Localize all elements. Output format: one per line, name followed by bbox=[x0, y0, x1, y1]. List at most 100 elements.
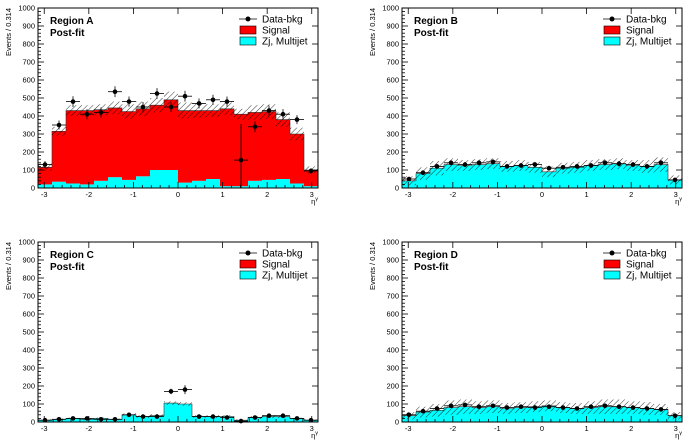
region-b-data-point bbox=[532, 162, 538, 167]
region-c-y-axis-title: Events / 0.314 bbox=[4, 242, 13, 290]
region-b-y-tick-label: 0 bbox=[395, 184, 399, 193]
region-c-x-tick-label: 0 bbox=[176, 424, 180, 433]
region-b-x-axis-title: ηγ bbox=[675, 197, 682, 207]
region-a-data-point bbox=[98, 110, 104, 115]
region-c-bar-zj-multijet bbox=[164, 403, 178, 422]
region-c-data-point bbox=[280, 413, 286, 419]
region-b-y-tick-label: 900 bbox=[386, 22, 399, 31]
region-a-panel: 0 100 200 300 400 500 600 700 800 900 1000 -3 -2 -1 0 1… bbox=[4, 4, 319, 207]
region-a-legend-data-marker bbox=[245, 16, 251, 22]
region-a-uncertainty-band bbox=[192, 103, 206, 118]
region-c-data-point bbox=[196, 414, 202, 419]
region-a-bar-signal bbox=[262, 111, 276, 180]
region-a-bar-zj-multijet bbox=[80, 184, 94, 188]
region-b-bar-zj-multijet bbox=[514, 165, 528, 188]
region-a-y-tick-label: 600 bbox=[22, 76, 35, 85]
region-b-subtitle: Post-fit bbox=[414, 28, 449, 39]
region-b-x-tick-label: 2 bbox=[629, 190, 633, 199]
region-d-data-point bbox=[588, 404, 594, 410]
region-d-legend-label-zj-multijet: Zj, Multijet bbox=[626, 271, 672, 282]
region-d-y-axis-title: Events / 0.314 bbox=[368, 242, 377, 290]
region-b-y-tick-label: 400 bbox=[386, 112, 399, 121]
region-a-bar-signal bbox=[136, 108, 150, 177]
region-c-bar-zj-multijet bbox=[206, 416, 220, 422]
region-c-x-tick-label: -2 bbox=[85, 424, 92, 433]
region-b-bar-zj-multijet bbox=[612, 163, 626, 188]
region-b-y-tick-label: 300 bbox=[386, 130, 399, 139]
region-b-y-tick-label: 800 bbox=[386, 40, 399, 49]
region-b-legend-swatch-signal bbox=[603, 25, 621, 35]
region-b-uncertainty-band bbox=[528, 161, 542, 173]
region-d-x-tick-label: 3 bbox=[674, 424, 678, 433]
region-b-data-point bbox=[546, 165, 552, 171]
region-a-bar-zj-multijet bbox=[38, 184, 52, 188]
region-d-data-point bbox=[630, 405, 636, 410]
region-a-x-tick-label: -2 bbox=[85, 190, 92, 199]
region-b-y-tick-label: 200 bbox=[386, 148, 399, 157]
region-c-data-point bbox=[224, 415, 230, 420]
region-b-data-point bbox=[434, 164, 440, 169]
region-b-data-point bbox=[616, 161, 622, 166]
region-b-data-point bbox=[518, 163, 524, 168]
region-c-y-tick-label: 900 bbox=[22, 256, 35, 265]
region-a-bar-signal bbox=[248, 112, 262, 181]
region-a-uncertainty-band bbox=[66, 105, 80, 116]
region-d-data-point bbox=[476, 404, 482, 410]
region-a-data-point bbox=[196, 101, 202, 106]
region-a-data-point bbox=[56, 122, 62, 128]
region-d-legend-data-label: Data-bkg bbox=[626, 249, 667, 260]
region-c-y-tick-label: 0 bbox=[31, 418, 35, 427]
region-a-data-point bbox=[84, 111, 90, 117]
region-b-data-point bbox=[630, 162, 636, 167]
region-a-bar-zj-multijet bbox=[66, 183, 80, 188]
region-d-data-point bbox=[574, 406, 580, 411]
region-b-bar-zj-multijet bbox=[626, 165, 640, 188]
region-c-data-point bbox=[126, 412, 132, 418]
region-b-y-tick-label: 500 bbox=[386, 94, 399, 103]
region-b-uncertainty-band bbox=[542, 166, 556, 178]
region-a-bar-zj-multijet bbox=[276, 179, 290, 188]
region-a-y-tick-label: 0 bbox=[31, 184, 35, 193]
region-a-bar-signal bbox=[38, 167, 52, 185]
region-c-legend-swatch-zj-multijet bbox=[239, 270, 257, 280]
region-c-y-tick-label: 700 bbox=[22, 292, 35, 301]
region-a-uncertainty-band bbox=[150, 98, 164, 113]
region-a-data-point bbox=[238, 157, 244, 163]
region-c-title: Region C bbox=[50, 250, 94, 261]
region-b-title: Region B bbox=[414, 16, 458, 27]
region-d-data-point bbox=[420, 408, 426, 414]
region-a-legend-swatch-zj-multijet bbox=[239, 36, 257, 46]
region-a-y-tick-label: 900 bbox=[22, 22, 35, 31]
region-d-panel: 0 100 200 300 400 500 600 700 800 900 1000 -3 -2 -1 0 1… bbox=[368, 238, 683, 440]
region-d-y-tick-label: 500 bbox=[386, 328, 399, 337]
region-a-y-tick-label: 500 bbox=[22, 94, 35, 103]
region-a-x-tick-label: 3 bbox=[310, 190, 314, 199]
region-a-y-tick-label: 400 bbox=[22, 112, 35, 121]
region-d-y-tick-label: 400 bbox=[386, 346, 399, 355]
region-b-data-point bbox=[490, 159, 496, 165]
region-a-x-tick-label: -3 bbox=[41, 190, 48, 199]
region-a-bar-zj-multijet bbox=[290, 183, 304, 188]
region-c-data-point bbox=[238, 418, 244, 424]
region-a-bar-zj-multijet bbox=[248, 180, 262, 188]
region-b-x-tick-label: 1 bbox=[585, 190, 589, 199]
region-a-bar-signal bbox=[150, 105, 164, 170]
region-d-y-tick-label: 100 bbox=[386, 400, 399, 409]
region-c-data-point bbox=[266, 413, 272, 419]
region-c-y-tick-label: 300 bbox=[22, 364, 35, 373]
region-d-x-tick-label: 2 bbox=[629, 424, 633, 433]
region-a-x-axis-title: ηγ bbox=[311, 197, 318, 207]
region-b-data-point bbox=[574, 164, 580, 169]
region-a-y-tick-label: 100 bbox=[22, 166, 35, 175]
region-c-uncertainty-band bbox=[164, 401, 178, 405]
region-b-x-axis-title-superscript: γ bbox=[679, 197, 682, 203]
region-c-subtitle: Post-fit bbox=[50, 262, 85, 273]
region-d-y-tick-label: 200 bbox=[386, 382, 399, 391]
region-a-bar-zj-multijet bbox=[206, 179, 220, 188]
region-b-data-point bbox=[560, 165, 566, 170]
region-a-bar-zj-multijet bbox=[178, 182, 192, 188]
region-b-data-point bbox=[504, 164, 510, 169]
region-a-bar-signal bbox=[206, 110, 220, 179]
region-a-data-point bbox=[294, 117, 300, 122]
